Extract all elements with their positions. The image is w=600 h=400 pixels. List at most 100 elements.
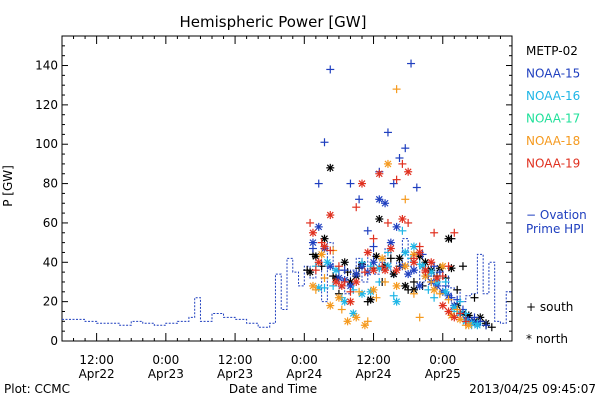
point-north-noaa-19: [398, 215, 407, 223]
point-north-metp-02: [340, 258, 349, 267]
point-north-noaa-15: [381, 199, 390, 208]
point-south-metp-02: [453, 285, 462, 294]
point-south-noaa-15: [395, 154, 404, 162]
x-axis-label: Date and Time: [229, 382, 317, 396]
legend: METP-02 NOAA-15 NOAA-16 NOAA-17 NOAA-18 NOAA-…: [526, 44, 580, 171]
point-north-noaa-19: [444, 307, 453, 316]
point-south-metp-02: [487, 323, 496, 332]
point-north-noaa-19: [404, 167, 413, 176]
point-south-noaa-19: [456, 309, 465, 318]
point-north-noaa-18: [326, 301, 335, 310]
x-tick-label-date: Apr23: [217, 367, 253, 381]
point-south-noaa-18: [415, 313, 424, 322]
point-north-noaa-19: [352, 277, 361, 286]
point-south-noaa-19: [461, 317, 470, 326]
point-south-noaa-18: [409, 289, 418, 298]
point-north-noaa-19: [433, 274, 441, 283]
point-north-noaa-19: [332, 277, 341, 286]
point-north-noaa-18: [317, 250, 326, 259]
point-south-noaa-16: [441, 277, 450, 286]
point-north-noaa-16: [473, 321, 482, 330]
point-south-noaa-18: [444, 295, 453, 304]
x-tick-label-time: 12:00: [356, 353, 391, 367]
data-points: [303, 59, 496, 332]
point-north-noaa-18: [360, 321, 369, 330]
ovation-legend-line1: − Ovation: [526, 208, 587, 222]
point-north-metp-02: [326, 163, 335, 172]
y-tick-label: 80: [43, 177, 58, 191]
point-north-noaa-18: [392, 281, 401, 290]
point-north-noaa-15: [308, 238, 317, 247]
point-south-noaa-15: [369, 242, 378, 251]
point-south-noaa-18: [320, 274, 329, 283]
point-south-noaa-15: [412, 183, 421, 192]
point-south-noaa-19: [404, 218, 413, 227]
point-north-noaa-16: [401, 248, 410, 257]
point-south-noaa-15: [340, 266, 349, 275]
point-north-noaa-18: [308, 281, 317, 290]
legend-entry-metp-02: METP-02: [526, 44, 578, 58]
legend-entry-noaa-19: NOAA-19: [526, 157, 580, 171]
y-tick-label: 0: [50, 334, 58, 348]
point-north-noaa-19: [326, 211, 335, 220]
point-north-noaa-19: [337, 281, 346, 290]
point-north-noaa-19: [346, 297, 355, 306]
x-tick-label-date: Apr23: [148, 367, 184, 381]
point-south-noaa-15: [482, 321, 491, 330]
legend-entry-noaa-16: NOAA-16: [526, 89, 580, 103]
y-tick-label: 120: [35, 98, 58, 112]
point-north-noaa-19: [415, 248, 424, 257]
point-south-noaa-19: [444, 262, 453, 271]
ovation-legend: − Ovation Prime HPI: [526, 208, 587, 236]
point-north-noaa-15: [392, 222, 401, 231]
y-tick-label: 100: [35, 137, 58, 151]
point-north-noaa-18: [352, 313, 361, 322]
point-north-noaa-19: [421, 266, 430, 275]
point-north-noaa-18: [343, 317, 352, 326]
point-south-noaa-19: [430, 228, 439, 237]
point-north-noaa-15: [334, 274, 343, 283]
point-south-noaa-18: [337, 305, 346, 314]
point-north-noaa-19: [381, 266, 390, 275]
point-south-noaa-19: [398, 159, 407, 168]
point-south-noaa-15: [314, 179, 323, 188]
point-north-noaa-15: [415, 281, 424, 290]
point-south-noaa-18: [435, 289, 444, 298]
y-tick-label: 60: [43, 216, 58, 230]
ovation-prime-hpi-line: [62, 238, 512, 328]
point-north-noaa-15: [404, 270, 413, 279]
point-south-noaa-19: [438, 272, 447, 281]
point-north-noaa-18: [383, 159, 392, 168]
point-north-noaa-19: [392, 266, 401, 275]
point-north-noaa-15: [369, 258, 378, 267]
point-south-noaa-19: [326, 246, 335, 255]
point-south-metp-02: [386, 254, 395, 263]
point-north-metp-02: [444, 234, 453, 243]
point-north-noaa-16: [441, 287, 450, 296]
x-tick-label-time: 0:00: [291, 353, 318, 367]
legend-entry-noaa-17: NOAA-17: [526, 112, 580, 126]
plot-credit: Plot: CCMC: [4, 382, 70, 396]
point-south-noaa-18: [392, 85, 401, 94]
point-south-noaa-18: [372, 293, 381, 302]
point-north-noaa-15: [409, 266, 418, 275]
x-tick-label-time: 12:00: [218, 353, 253, 367]
point-south-noaa-18: [355, 287, 364, 296]
point-north-noaa-19: [450, 313, 459, 322]
y-tick-label: 140: [35, 59, 58, 73]
point-north-metp-02: [389, 270, 398, 279]
point-south-metp-02: [409, 277, 418, 286]
point-north-noaa-19: [308, 228, 317, 237]
point-north-noaa-16: [332, 266, 341, 275]
point-north-noaa-15: [352, 270, 361, 279]
point-north-noaa-18: [430, 285, 439, 294]
x-tick-label-date: Apr24: [356, 367, 392, 381]
marker-key-north: * north: [526, 332, 568, 346]
x-tick-label-date: Apr24: [286, 367, 322, 381]
point-south-noaa-15: [401, 144, 410, 153]
point-north-noaa-18: [369, 285, 378, 294]
point-south-noaa-19: [369, 234, 378, 243]
point-north-noaa-19: [427, 258, 436, 267]
